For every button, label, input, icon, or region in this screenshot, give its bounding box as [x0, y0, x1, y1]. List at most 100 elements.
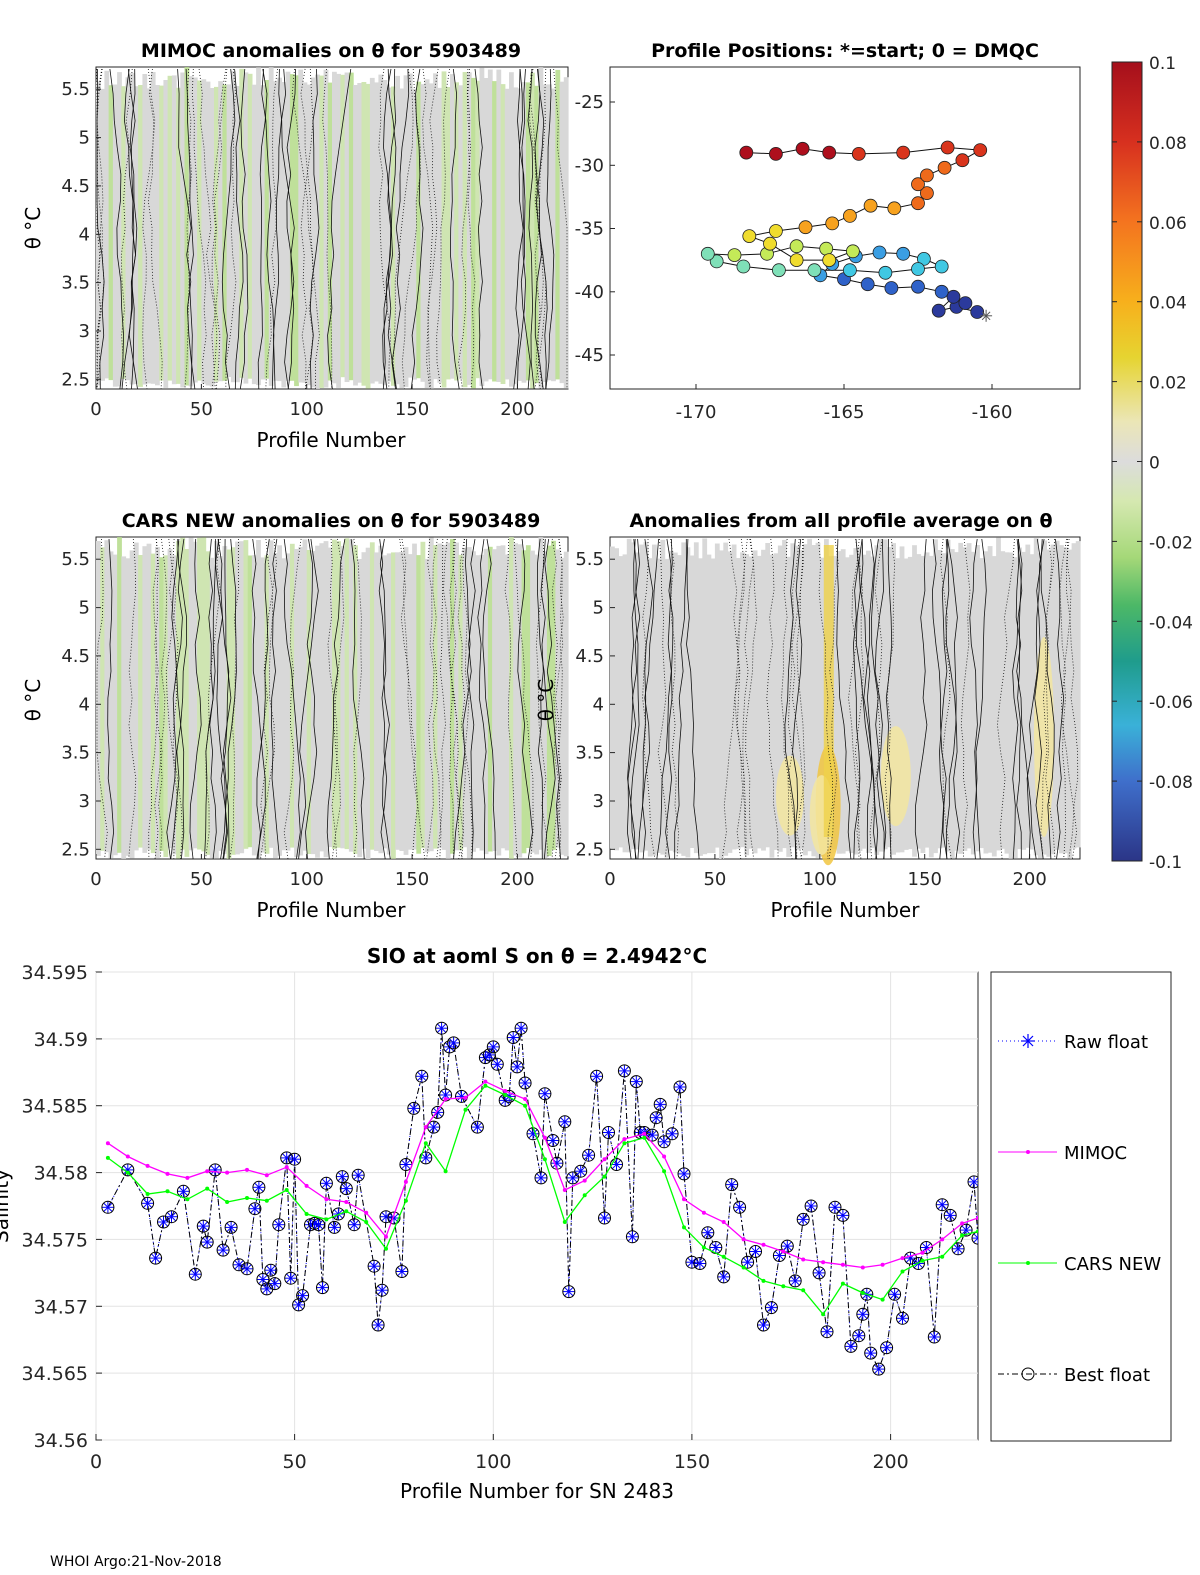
cars-point [125, 1170, 130, 1175]
best-float-point [625, 1230, 639, 1244]
field-column [323, 69, 329, 388]
cars-point [801, 1288, 806, 1293]
mimoc-point [423, 1125, 428, 1130]
y-tick-label: 3 [79, 321, 90, 342]
field-column [268, 67, 274, 386]
y-tick-label: 34.565 [22, 1363, 88, 1385]
profile-position [822, 253, 837, 268]
raw-float-point [435, 1022, 448, 1035]
y-tick-label: 5 [593, 598, 604, 619]
raw-float-point [149, 1252, 162, 1265]
field-column [361, 82, 367, 386]
raw-float-point [272, 1218, 285, 1231]
field-column [1017, 547, 1022, 850]
y-tick-label: 3.5 [61, 273, 90, 294]
contour-line [436, 68, 450, 390]
asterisk-stroke [576, 1166, 586, 1176]
x-tick-label: 200 [872, 1451, 908, 1473]
field-column [403, 75, 409, 387]
field-column [192, 541, 198, 849]
best-float-point [796, 1212, 810, 1226]
contour-line [107, 538, 115, 860]
field-column [391, 86, 396, 386]
raw-float-point [527, 1127, 539, 1140]
positions-title: Profile Positions: *=start; 0 = DMQC [651, 40, 1039, 62]
asterisk-stroke [198, 1221, 208, 1231]
contour-line [378, 68, 392, 390]
asterisk-stroke [973, 1237, 978, 1243]
field-column [504, 88, 510, 380]
x-tick-label: 100 [803, 869, 837, 890]
field-column [395, 75, 400, 385]
raw-float-point [352, 1169, 365, 1182]
field-column [121, 86, 127, 379]
colorbar-tick-label: 0.1 [1149, 54, 1176, 74]
contour-line [945, 538, 961, 860]
field-column [1071, 543, 1077, 849]
raw-float-point [856, 1308, 869, 1321]
field-column [386, 553, 392, 855]
asterisk-stroke [250, 1204, 260, 1214]
asterisk-stroke [369, 1261, 379, 1271]
field-column [761, 549, 766, 851]
profile-position [946, 289, 961, 304]
field-column [104, 540, 110, 853]
colorbar-tick-label: 0.04 [1149, 294, 1187, 314]
field-column [454, 542, 459, 851]
raw-float-point [650, 1111, 663, 1124]
field-column [513, 543, 518, 856]
field-column [251, 84, 257, 385]
field-column [479, 554, 485, 851]
field-column [315, 545, 320, 858]
x-tick-label: 150 [395, 399, 429, 420]
best-float-point [864, 1346, 878, 1360]
asterisk-stroke [647, 1130, 657, 1140]
best-float-point [339, 1182, 353, 1196]
field-column [146, 88, 152, 384]
cars-point [443, 1169, 448, 1174]
field-column [945, 539, 951, 852]
field-column [970, 551, 976, 855]
field-column [361, 552, 367, 849]
asterisk-stroke [619, 1066, 630, 1076]
asterisk-stroke [317, 1282, 328, 1293]
contour-line [158, 538, 168, 860]
best-float-point [566, 1171, 580, 1185]
contour-line [1055, 538, 1065, 860]
contour-line [674, 538, 687, 859]
mimoc-point [225, 1170, 230, 1175]
chart-x-ticks: 0 50 100 150 200 [90, 1434, 909, 1473]
field-column [218, 556, 223, 851]
asterisk-stroke [846, 1341, 856, 1352]
field-column [836, 551, 842, 854]
cars-point [364, 1220, 369, 1224]
contour-line [422, 68, 434, 390]
contour-line [787, 538, 803, 860]
contour-line [96, 68, 105, 390]
y-tick-label: 5.5 [61, 79, 90, 100]
profile-position [920, 186, 934, 201]
y-tick-label: 34.575 [22, 1229, 88, 1251]
asterisk-stroke [599, 1213, 610, 1223]
field-column [660, 539, 666, 855]
asterisk-stroke [313, 1220, 324, 1230]
legend-label: Raw float [1064, 1032, 1148, 1053]
field-column [496, 69, 502, 382]
asterisk-stroke [750, 1246, 761, 1257]
field-column [895, 558, 901, 853]
contour-line [391, 68, 410, 390]
best-float-point [486, 1040, 500, 1054]
raw-float-point [725, 1178, 738, 1191]
field-column [159, 85, 164, 381]
asterisk-stroke [321, 1178, 332, 1188]
field-column [353, 85, 358, 386]
cars-point [900, 1269, 905, 1274]
field-column [756, 555, 762, 849]
cars-point [741, 1265, 746, 1270]
cars-point [940, 1254, 945, 1259]
field-column [112, 84, 118, 387]
best-float-point [828, 1200, 842, 1214]
asterisk-stroke [488, 1042, 498, 1052]
profile-position [843, 263, 857, 278]
